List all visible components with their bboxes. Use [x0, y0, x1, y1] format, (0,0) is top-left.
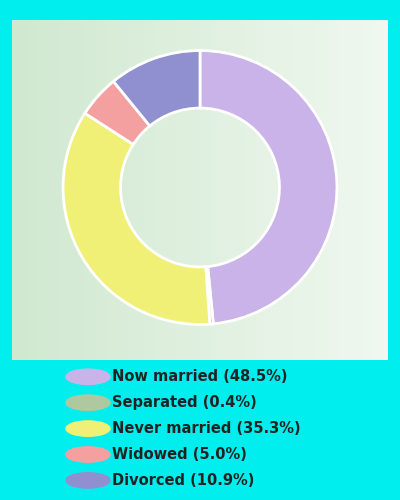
Circle shape — [66, 421, 110, 436]
Text: Now married (48.5%): Now married (48.5%) — [112, 370, 288, 384]
Text: Widowed (5.0%): Widowed (5.0%) — [112, 447, 247, 462]
Wedge shape — [114, 50, 200, 126]
Text: Divorced (10.9%): Divorced (10.9%) — [112, 473, 254, 488]
Wedge shape — [63, 114, 210, 324]
Circle shape — [66, 369, 110, 384]
Wedge shape — [206, 266, 213, 324]
Wedge shape — [200, 50, 337, 324]
Circle shape — [66, 472, 110, 488]
Text: Separated (0.4%): Separated (0.4%) — [112, 395, 257, 410]
Circle shape — [66, 395, 110, 410]
Circle shape — [66, 447, 110, 462]
Wedge shape — [85, 82, 150, 144]
Text: Marital status in Auburn, IL: Marital status in Auburn, IL — [49, 22, 351, 41]
Text: Never married (35.3%): Never married (35.3%) — [112, 421, 301, 436]
